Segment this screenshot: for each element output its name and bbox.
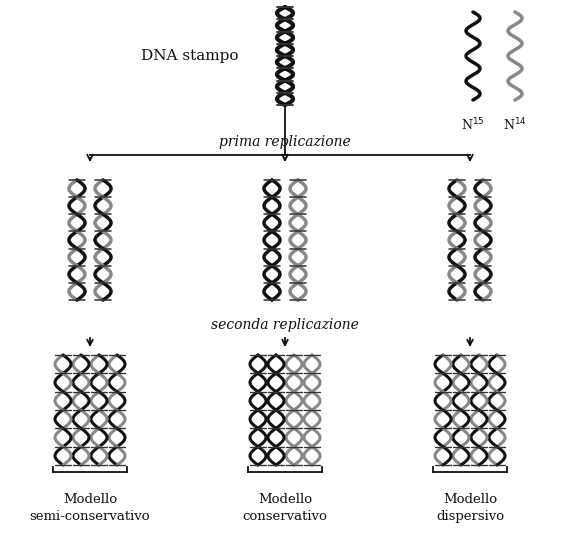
- Text: seconda replicazione: seconda replicazione: [211, 318, 359, 332]
- Text: Modello
dispersivo: Modello dispersivo: [436, 493, 504, 523]
- Text: prima replicazione: prima replicazione: [219, 135, 351, 149]
- Text: N$^{14}$: N$^{14}$: [503, 117, 527, 134]
- Text: N$^{15}$: N$^{15}$: [461, 117, 485, 134]
- Text: Modello
semi-conservativo: Modello semi-conservativo: [30, 493, 150, 523]
- Text: DNA stampo: DNA stampo: [141, 49, 238, 63]
- Text: Modello
conservativo: Modello conservativo: [242, 493, 327, 523]
